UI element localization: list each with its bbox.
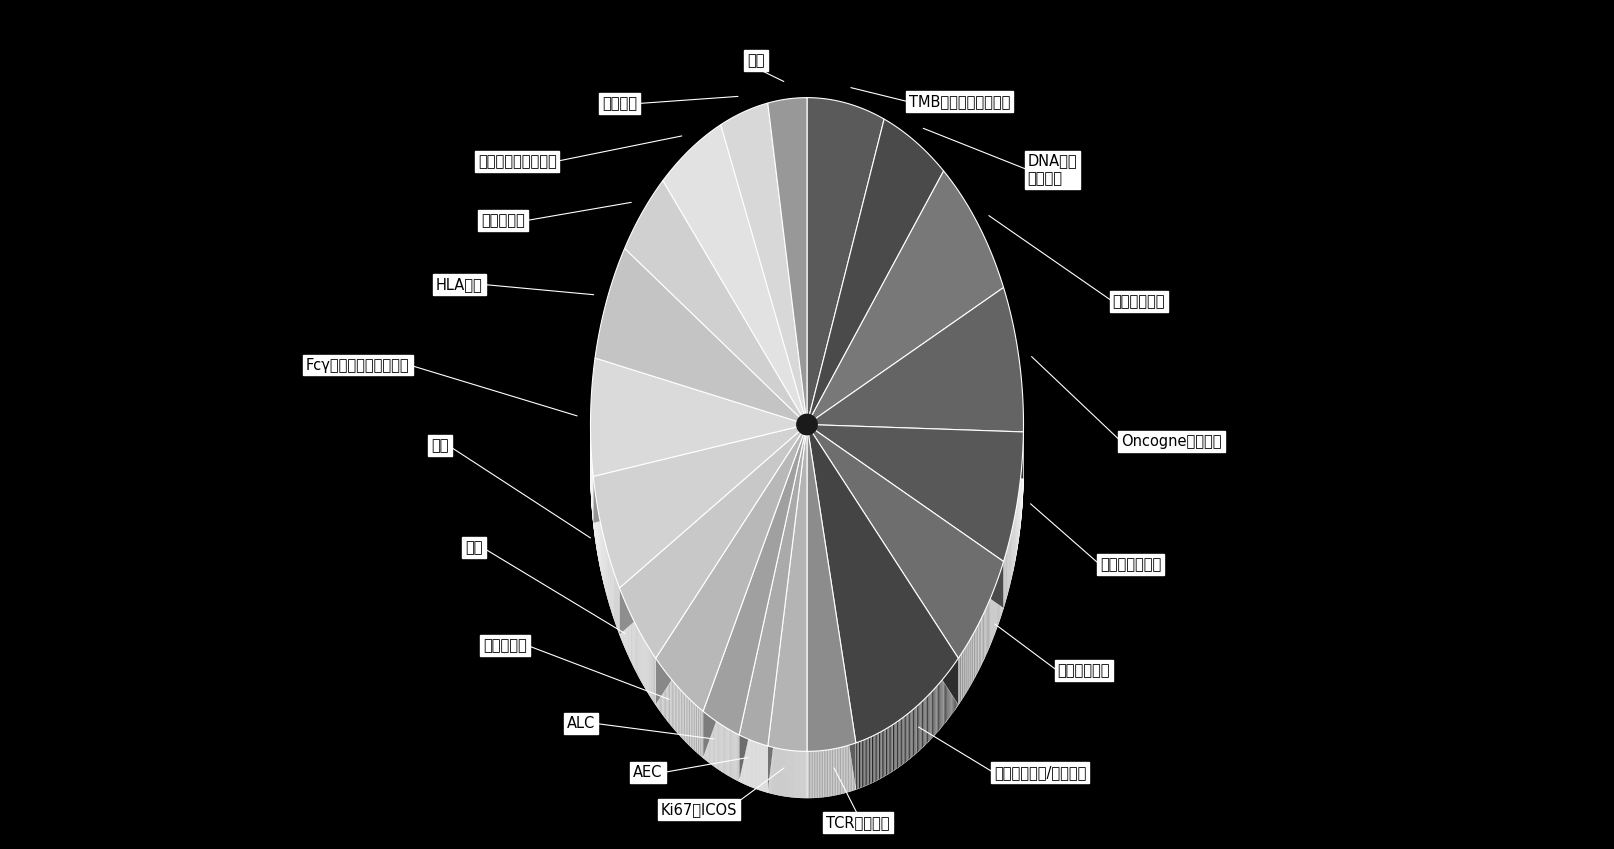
Text: AEC: AEC — [633, 765, 663, 780]
Polygon shape — [807, 424, 1023, 561]
Polygon shape — [655, 424, 807, 705]
Text: TCRレパトア: TCRレパトア — [826, 815, 889, 830]
Polygon shape — [807, 424, 959, 743]
Text: Ki67・ICOS: Ki67・ICOS — [660, 802, 738, 818]
Text: ALC: ALC — [567, 716, 594, 731]
Polygon shape — [807, 171, 1004, 424]
Polygon shape — [768, 98, 807, 424]
Text: 免疫浸潤排除能: 免疫浸潤排除能 — [1099, 557, 1160, 572]
Polygon shape — [807, 424, 959, 705]
Polygon shape — [807, 288, 1023, 432]
Polygon shape — [704, 424, 807, 758]
Text: HLA多型: HLA多型 — [436, 277, 483, 292]
Polygon shape — [768, 424, 807, 793]
Text: 喫煙: 喫煙 — [747, 53, 765, 68]
Text: DNA損傷
修復経路: DNA損傷 修復経路 — [1028, 154, 1078, 186]
Polygon shape — [620, 424, 807, 635]
Text: カロリー摂取・肥満: カロリー摂取・肥満 — [478, 154, 557, 169]
Text: サイトカイン/液性因子: サイトカイン/液性因子 — [994, 765, 1086, 780]
Polygon shape — [807, 424, 855, 790]
Polygon shape — [704, 424, 807, 735]
Polygon shape — [739, 424, 807, 782]
Polygon shape — [807, 119, 944, 424]
Polygon shape — [620, 424, 807, 635]
Polygon shape — [807, 424, 855, 790]
Polygon shape — [797, 414, 817, 435]
Polygon shape — [768, 424, 807, 793]
Text: 薬剤: 薬剤 — [465, 540, 483, 555]
Polygon shape — [739, 424, 807, 746]
Polygon shape — [663, 125, 807, 424]
Polygon shape — [721, 103, 807, 424]
Polygon shape — [594, 424, 807, 523]
Polygon shape — [596, 249, 807, 424]
Polygon shape — [807, 424, 1004, 608]
Polygon shape — [591, 358, 807, 476]
Text: 抗原提示機構: 抗原提示機構 — [1112, 294, 1165, 309]
Polygon shape — [807, 424, 959, 705]
Polygon shape — [768, 424, 807, 751]
Text: Oncogneシグナル: Oncogneシグナル — [1122, 434, 1222, 449]
Polygon shape — [655, 424, 807, 711]
Polygon shape — [594, 424, 807, 523]
Text: 感染: 感染 — [431, 438, 449, 453]
Text: TMB・ネオアンチゲン: TMB・ネオアンチゲン — [909, 94, 1010, 110]
Text: 腸内細菌叢: 腸内細菌叢 — [481, 213, 525, 228]
Polygon shape — [704, 424, 807, 758]
Text: 日光・大気: 日光・大気 — [483, 638, 526, 653]
Polygon shape — [620, 424, 807, 658]
Polygon shape — [807, 424, 855, 751]
Polygon shape — [807, 424, 1004, 608]
Polygon shape — [807, 98, 884, 424]
Polygon shape — [625, 181, 807, 424]
Polygon shape — [739, 424, 807, 782]
Polygon shape — [594, 424, 807, 588]
Polygon shape — [807, 424, 1023, 479]
Text: 生活習慣: 生活習慣 — [602, 96, 638, 111]
Polygon shape — [807, 424, 1004, 658]
Polygon shape — [655, 424, 807, 705]
Text: 免疫阻害因子: 免疫阻害因子 — [1057, 663, 1110, 678]
Polygon shape — [807, 424, 1023, 479]
Text: Fcγ受容体の遺伝子多型: Fcγ受容体の遺伝子多型 — [307, 357, 410, 373]
